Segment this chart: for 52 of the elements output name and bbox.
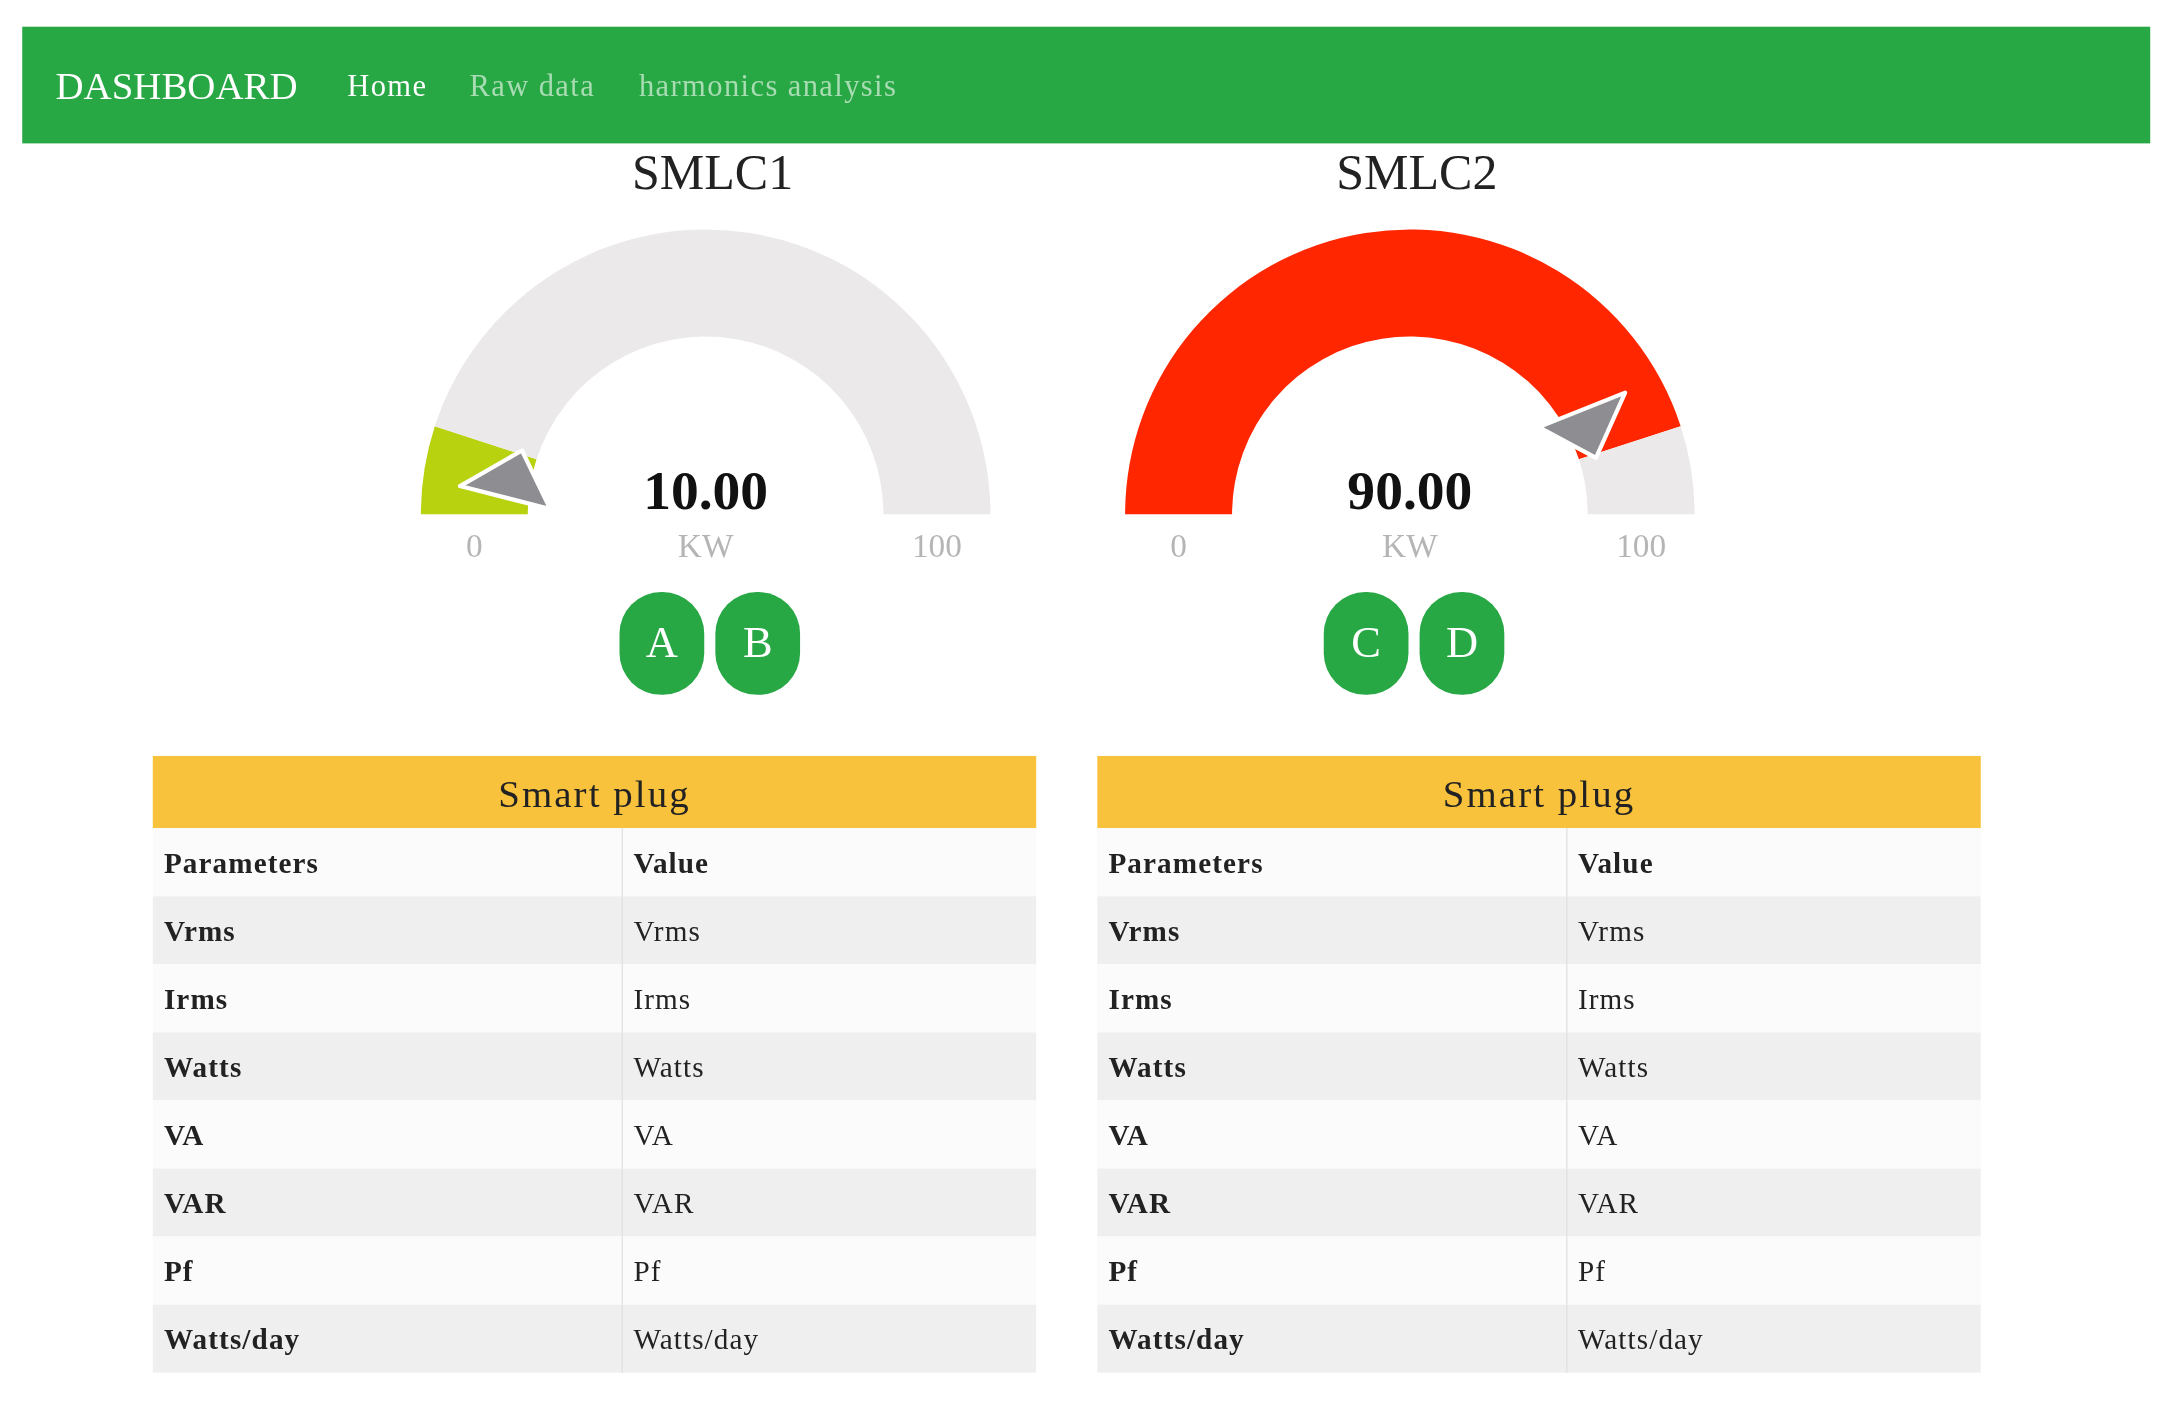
- text: Irms: [163, 982, 229, 1015]
- text: Watts: [1577, 1050, 1650, 1083]
- text: VA: [1108, 1118, 1150, 1151]
- chart-title: SMLC1: [631, 144, 794, 201]
- round-button: B: [715, 592, 801, 695]
- text: 90.00: [1347, 458, 1473, 521]
- text: VAR: [1108, 1186, 1172, 1219]
- text: VAR: [633, 1186, 695, 1219]
- text: Raw data: [469, 69, 596, 104]
- text: Home: [347, 69, 428, 104]
- text: VA: [1577, 1118, 1619, 1151]
- text: Watts/day: [633, 1323, 760, 1356]
- text: Watts: [1108, 1050, 1187, 1083]
- text: harmonics analysis: [638, 69, 898, 104]
- text: Parameters: [1108, 846, 1264, 879]
- text: DASHBOARD: [55, 63, 298, 107]
- text: VA: [163, 1118, 205, 1151]
- text: Vrms: [163, 914, 236, 947]
- text: KW: [1382, 527, 1439, 565]
- text: Pf: [633, 1255, 662, 1287]
- text: Smart plug: [498, 772, 691, 816]
- text: KW: [677, 527, 734, 565]
- text: Value: [1577, 846, 1654, 879]
- text: VAR: [163, 1186, 227, 1219]
- text: 0: [1170, 527, 1187, 565]
- text: Pf: [1577, 1255, 1607, 1287]
- text: 10.00: [643, 458, 769, 521]
- text: Smart plug: [1442, 772, 1636, 816]
- text: Watts: [633, 1050, 705, 1083]
- text: Vrms: [633, 914, 701, 947]
- text: Pf: [163, 1255, 194, 1287]
- text: Watts: [163, 1050, 243, 1083]
- text: Pf: [1108, 1255, 1139, 1287]
- round-button: C: [1323, 592, 1409, 695]
- chart-title: SMLC2: [1336, 144, 1498, 201]
- text: Irms: [1108, 982, 1173, 1015]
- round-button: A: [619, 592, 705, 695]
- text: 100: [1616, 527, 1667, 565]
- text: Vrms: [1577, 914, 1646, 947]
- text: 0: [466, 527, 483, 565]
- text: Watts/day: [1108, 1323, 1245, 1356]
- text: Irms: [633, 982, 692, 1015]
- text: Watts/day: [163, 1323, 301, 1356]
- text: Parameters: [163, 846, 320, 879]
- text: VA: [633, 1118, 674, 1151]
- text: Value: [633, 846, 710, 879]
- text: Vrms: [1108, 914, 1181, 947]
- text: 100: [911, 527, 962, 565]
- text: VAR: [1577, 1186, 1640, 1219]
- text: Watts/day: [1577, 1323, 1704, 1356]
- round-button: D: [1419, 592, 1505, 695]
- text: Irms: [1577, 982, 1636, 1015]
